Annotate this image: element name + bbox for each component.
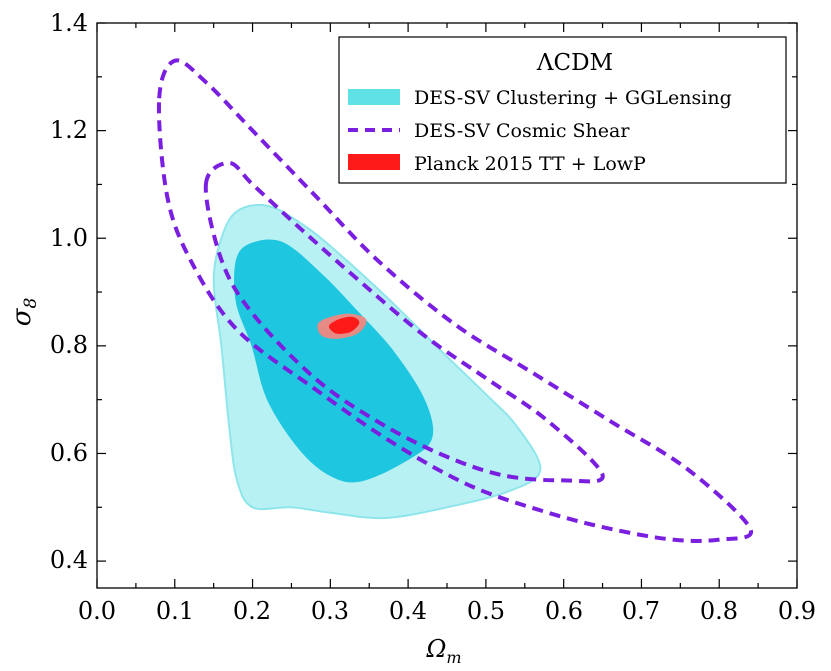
x-tick-label: 0.3 bbox=[311, 597, 349, 625]
x-axis-label: Ωm bbox=[425, 635, 461, 667]
contour-des-sv-cosmic-shear-68 bbox=[203, 160, 605, 484]
y-tick-label: 1.0 bbox=[50, 224, 88, 252]
legend-swatch-clustering bbox=[348, 89, 400, 105]
y-tick-label: 0.4 bbox=[50, 546, 88, 574]
y-axis-label: σ8 bbox=[7, 298, 41, 327]
x-tick-label: 0.2 bbox=[233, 597, 271, 625]
y-tick-labels: 0.4 0.6 0.8 1.0 1.2 1.4 bbox=[50, 9, 88, 574]
tick-marks bbox=[96, 22, 798, 588]
legend-label-cosmic-shear: DES-SV Cosmic Shear bbox=[414, 120, 630, 142]
x-tick-label: 0.1 bbox=[156, 597, 194, 625]
legend-swatch-planck bbox=[348, 154, 400, 170]
y-tick-label: 0.6 bbox=[50, 439, 88, 467]
contour-des-sv-clustering-gglensing-68 bbox=[234, 239, 434, 483]
legend-title: ΛCDM bbox=[536, 50, 613, 76]
legend: ΛCDM DES-SV Clustering + GGLensing DES-S… bbox=[338, 36, 787, 184]
y-tick-label: 0.8 bbox=[50, 331, 88, 359]
x-tick-label: 0.5 bbox=[467, 597, 505, 625]
x-tick-labels: 0.0 0.1 0.2 0.3 0.4 0.5 0.6 0.7 0.8 0.9 bbox=[78, 597, 816, 625]
contour-planck-2015-tt-lowp-68 bbox=[328, 316, 360, 334]
x-tick-label: 0.4 bbox=[389, 597, 427, 625]
x-tick-label: 0.6 bbox=[545, 597, 583, 625]
contour-layer bbox=[156, 58, 753, 543]
contour-des-sv-cosmic-shear-95 bbox=[156, 58, 753, 543]
legend-label-clustering: DES-SV Clustering + GGLensing bbox=[414, 87, 732, 109]
legend-box bbox=[338, 36, 787, 184]
x-tick-label: 0.0 bbox=[78, 597, 116, 625]
x-tick-label: 0.9 bbox=[778, 597, 816, 625]
x-tick-label: 0.7 bbox=[622, 597, 660, 625]
legend-label-planck: Planck 2015 TT + LowP bbox=[414, 153, 646, 175]
y-tick-label: 1.2 bbox=[50, 116, 88, 144]
x-tick-label: 0.8 bbox=[700, 597, 738, 625]
y-tick-label: 1.4 bbox=[50, 9, 88, 37]
